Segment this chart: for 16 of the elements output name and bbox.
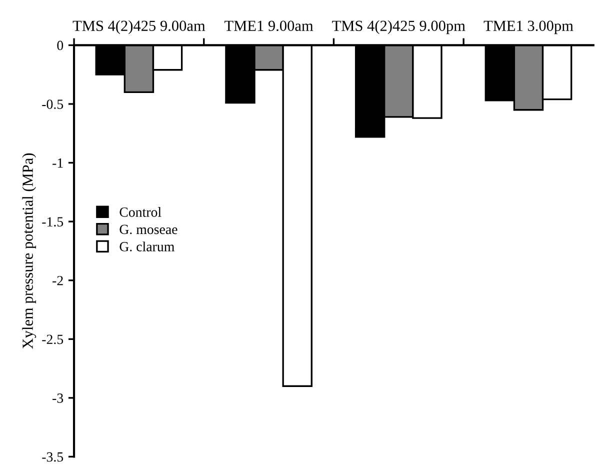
y-tick-label: 0 (57, 40, 64, 50)
y-tick-label: -0.5 (42, 100, 64, 109)
y-tick-label: -2.5 (42, 334, 64, 344)
legend-label: G. moseae (120, 224, 178, 234)
y-tick-label: -2 (52, 276, 63, 286)
x-tick-label: TMS 4(2)425 9.00am (72, 20, 206, 34)
legend-label: Control (120, 207, 162, 217)
legend-label: G. clarum (120, 242, 174, 252)
y-tick-label: -1 (52, 158, 63, 168)
y-tick-label: -3.5 (42, 452, 64, 462)
x-tick-label: TME1 3.00pm (484, 20, 574, 34)
y-tick-label: -1.5 (42, 217, 64, 227)
y-axis-title: Xylem pressure potential (MPa) (22, 153, 36, 349)
y-tick-label: -3 (52, 394, 64, 403)
x-tick-label: TMS 4(2)425 9.00pm (332, 20, 466, 34)
x-tick-label: TME1 9.00am (224, 20, 314, 32)
